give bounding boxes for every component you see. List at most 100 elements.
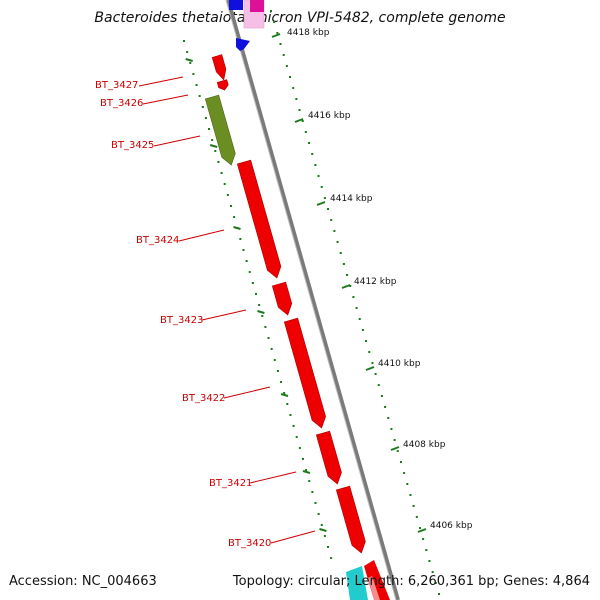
scale-track-dot (393, 439, 396, 441)
inner-track-dot (280, 381, 283, 383)
gene-label: BT_3422 (182, 393, 225, 404)
inner-track-dash (257, 310, 265, 314)
scale-track-dot (437, 593, 440, 595)
inner-track-dot (292, 425, 295, 427)
scale-track-dot (339, 252, 342, 254)
scale-track-dot (285, 65, 288, 67)
inner-track-dot (264, 326, 267, 328)
magenta-feature-box (250, 0, 264, 12)
kbp-label: 4412 kbp (354, 277, 397, 287)
gene-arrow (271, 281, 293, 316)
inner-track-dash (185, 58, 193, 62)
inner-track-dot (314, 502, 317, 504)
gene-label-leader (153, 135, 201, 147)
inner-track-dot (286, 403, 289, 405)
gene-label-leader (223, 386, 271, 399)
scale-track-dot (311, 153, 314, 155)
inner-track-dash (302, 470, 311, 474)
inner-track-dot (223, 183, 226, 185)
gene-label: BT_3427 (95, 80, 138, 91)
inner-track-dot (267, 337, 270, 339)
scale-track-dot (304, 131, 307, 133)
inner-track-dot (245, 260, 248, 262)
inner-track-dot (258, 304, 261, 306)
inner-track-dot (242, 249, 245, 251)
inner-track-dot (186, 51, 189, 53)
scale-major-tick (417, 528, 427, 533)
inner-track-dot (308, 480, 311, 482)
inner-track-dot (183, 40, 185, 42)
inner-track-dot (261, 315, 264, 317)
scale-track-dot (374, 373, 377, 375)
scale-track-dot (368, 351, 371, 353)
gene-label: BT_3421 (209, 478, 252, 489)
scale-major-tick (365, 366, 375, 371)
scale-track-dot (346, 274, 349, 276)
blue-feature-arrow (236, 38, 250, 51)
kbp-label: 4410 kbp (378, 359, 421, 369)
inner-track-dot (301, 458, 304, 460)
inner-track-dot (233, 216, 236, 218)
scale-track-dot (412, 505, 415, 507)
accession-text: Accession: NC_004663 (9, 574, 157, 589)
inner-track-dot (283, 392, 286, 394)
backbone-shadow (225, 0, 397, 600)
gene-arrow (216, 79, 229, 91)
inner-track-dot (305, 469, 308, 471)
inner-track-dot (276, 370, 279, 372)
scale-track-dot (273, 21, 276, 23)
kbp-label: 4418 kbp (287, 28, 330, 38)
scale-track-dot (377, 384, 380, 386)
scale-track-dot (361, 329, 364, 331)
scale-track-dot (308, 142, 311, 144)
inner-track-dot (239, 238, 242, 240)
scale-track-dot (270, 10, 272, 12)
inner-track-dash (319, 528, 327, 532)
scale-track-dot (333, 230, 336, 232)
gene-label-leader (178, 229, 225, 242)
scale-track-dot (282, 54, 285, 56)
scale-major-tick (390, 446, 400, 451)
inner-track-dot (270, 348, 273, 350)
kbp-label: 4408 kbp (403, 440, 446, 450)
kbp-label: 4406 kbp (430, 521, 473, 531)
scale-major-tick (316, 201, 326, 206)
scale-track-dot (314, 164, 317, 166)
map-title: Bacteroides thetaiotaomicron VPI-5482, c… (94, 10, 506, 26)
inner-track-dot (273, 359, 276, 361)
scale-track-dot (384, 406, 387, 408)
scale-track-dot (330, 219, 333, 221)
scale-major-tick (271, 33, 281, 38)
scale-track-dot (323, 197, 326, 199)
inner-track-dot (211, 139, 214, 141)
scale-track-dot (396, 450, 399, 452)
scale-track-dot (317, 175, 320, 177)
inner-track-dot (214, 150, 217, 152)
scale-track-dot (355, 307, 358, 309)
gene-label: BT_3424 (136, 235, 179, 246)
gene-arrow (315, 430, 342, 485)
scale-track-dot (425, 549, 428, 551)
scale-track-dot (349, 285, 352, 287)
scale-track-dot (387, 417, 390, 419)
inner-track-dot (251, 282, 254, 284)
scale-track-dot (415, 516, 418, 518)
gene-label: BT_3426 (100, 98, 143, 109)
gene-label: BT_3420 (228, 538, 271, 549)
scale-track-dot (295, 98, 298, 100)
scale-track-dot (292, 87, 295, 89)
inner-track-dot (295, 436, 298, 438)
gene-arrow (211, 54, 227, 81)
inner-track-dot (226, 194, 229, 196)
scale-track-dot (390, 428, 393, 430)
scale-track-dot (418, 527, 421, 529)
scale-track-dot (342, 263, 345, 265)
inner-track-dot (195, 84, 198, 86)
scale-track-dot (422, 538, 425, 540)
inner-track-dot (255, 293, 258, 295)
genome-summary-text: Topology: circular; Length: 6,260,361 bp… (232, 574, 590, 589)
scale-track-dot (365, 340, 368, 342)
gene-layer (204, 0, 390, 600)
gene-label-leader (270, 530, 316, 544)
inner-track-dot (229, 205, 232, 207)
